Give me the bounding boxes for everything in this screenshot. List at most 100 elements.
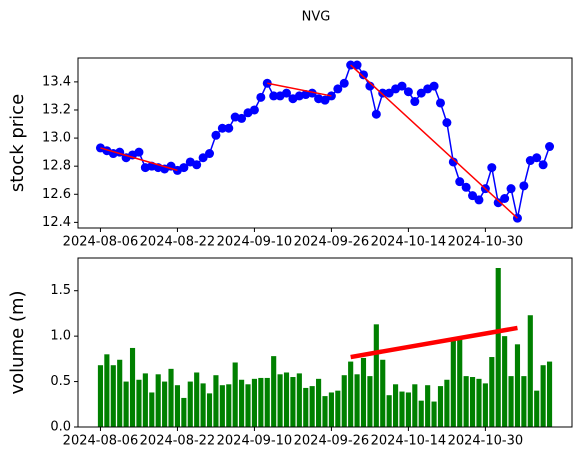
x-tick-label: 2024-08-06 bbox=[63, 235, 139, 250]
y-axis-label: volume (m) bbox=[7, 291, 28, 395]
volume-bar bbox=[322, 396, 328, 427]
y-tick-label: 13.4 bbox=[42, 74, 71, 89]
volume-bar bbox=[450, 337, 456, 427]
volume-bar bbox=[514, 344, 521, 427]
trend-line bbox=[350, 64, 518, 219]
volume-bar bbox=[168, 368, 174, 427]
volume-bar bbox=[155, 374, 161, 427]
volume-bar bbox=[489, 357, 495, 427]
volume-bar bbox=[393, 384, 399, 427]
volume-bar bbox=[540, 365, 546, 427]
volume-bar bbox=[104, 354, 110, 427]
price-point bbox=[461, 182, 471, 192]
price-point bbox=[435, 98, 445, 108]
volume-bar bbox=[508, 376, 514, 427]
price-point bbox=[217, 123, 227, 133]
volume-bar bbox=[476, 378, 482, 427]
x-tick-label: 2024-09-26 bbox=[294, 235, 370, 250]
volume-bar bbox=[206, 393, 213, 427]
volume-bar bbox=[290, 377, 296, 427]
x-tick-label: 2024-08-22 bbox=[140, 434, 216, 449]
price-point bbox=[134, 147, 144, 157]
price-point bbox=[410, 97, 420, 107]
volume-bar bbox=[335, 390, 341, 427]
volume-bar bbox=[219, 385, 225, 427]
price-line bbox=[100, 64, 551, 219]
volume-bar bbox=[546, 361, 553, 427]
volume-bar bbox=[405, 392, 411, 427]
price-point bbox=[237, 113, 247, 123]
price-point bbox=[205, 149, 215, 159]
price-point bbox=[371, 109, 381, 119]
price-point bbox=[500, 193, 510, 203]
y-tick-label: 13.0 bbox=[42, 131, 71, 146]
volume-bar bbox=[97, 365, 104, 427]
x-tick-label: 2024-10-30 bbox=[448, 235, 524, 250]
volume-bar bbox=[348, 361, 354, 427]
price-point bbox=[519, 181, 529, 191]
volume-bar bbox=[194, 372, 200, 427]
volume-bar bbox=[437, 386, 444, 427]
price-point bbox=[358, 70, 368, 80]
price-point bbox=[538, 160, 548, 170]
price-point bbox=[179, 163, 189, 173]
price-point bbox=[224, 123, 234, 133]
volume-bar bbox=[129, 347, 136, 427]
price-point bbox=[384, 88, 394, 98]
y-tick-label: 13.2 bbox=[42, 102, 71, 117]
x-tick-label: 2024-08-06 bbox=[63, 434, 139, 449]
volume-bar bbox=[373, 324, 379, 427]
volume-bar bbox=[296, 373, 302, 427]
trend-line bbox=[350, 325, 518, 360]
volume-bar bbox=[463, 376, 469, 427]
volume-bar bbox=[226, 384, 232, 427]
volume-bar bbox=[341, 375, 347, 427]
volume-bar bbox=[136, 379, 142, 427]
price-point bbox=[455, 177, 465, 187]
price-point bbox=[198, 153, 208, 163]
volume-bar bbox=[309, 386, 315, 427]
volume-bar bbox=[482, 383, 488, 427]
price-point bbox=[403, 87, 413, 97]
volume-bar bbox=[431, 401, 437, 427]
price-point bbox=[269, 91, 279, 101]
volume-bar bbox=[181, 397, 187, 427]
price-point bbox=[429, 81, 439, 91]
price-point bbox=[282, 88, 292, 98]
volume-bar bbox=[303, 387, 309, 427]
volume-bar bbox=[354, 374, 360, 427]
y-tick-label: 12.4 bbox=[42, 215, 71, 230]
price-point bbox=[545, 142, 555, 152]
volume-bar bbox=[264, 377, 270, 427]
volume-bar bbox=[360, 357, 367, 427]
price-point bbox=[468, 191, 478, 201]
volume-bar bbox=[162, 381, 168, 427]
volume-bar bbox=[251, 378, 257, 427]
price-point bbox=[249, 105, 259, 115]
price-point bbox=[256, 92, 266, 102]
volume-bar bbox=[495, 267, 501, 427]
volume-bar bbox=[386, 395, 392, 427]
volume-bar bbox=[521, 376, 527, 427]
x-tick-label: 2024-10-14 bbox=[371, 235, 447, 250]
volume-bar bbox=[117, 359, 123, 427]
volume-bar bbox=[271, 356, 277, 427]
x-tick-label: 2024-10-30 bbox=[448, 434, 524, 449]
axes-frame bbox=[77, 57, 573, 229]
y-tick-label: 0.0 bbox=[50, 420, 71, 435]
x-tick-label: 2024-10-14 bbox=[371, 434, 447, 449]
volume-bar bbox=[110, 365, 116, 427]
x-tick-label: 2024-09-26 bbox=[294, 434, 370, 449]
volume-bar bbox=[380, 359, 386, 427]
figure-title: NVG bbox=[302, 10, 331, 25]
price-point bbox=[307, 88, 317, 98]
volume-bar bbox=[245, 384, 251, 427]
y-tick-label: 0.5 bbox=[50, 374, 71, 389]
price-point bbox=[532, 153, 542, 163]
volume-bar bbox=[444, 379, 450, 427]
price-point bbox=[211, 130, 221, 140]
volume-bar bbox=[328, 392, 334, 427]
volume-bar bbox=[174, 385, 181, 427]
volume-bar bbox=[277, 374, 283, 427]
